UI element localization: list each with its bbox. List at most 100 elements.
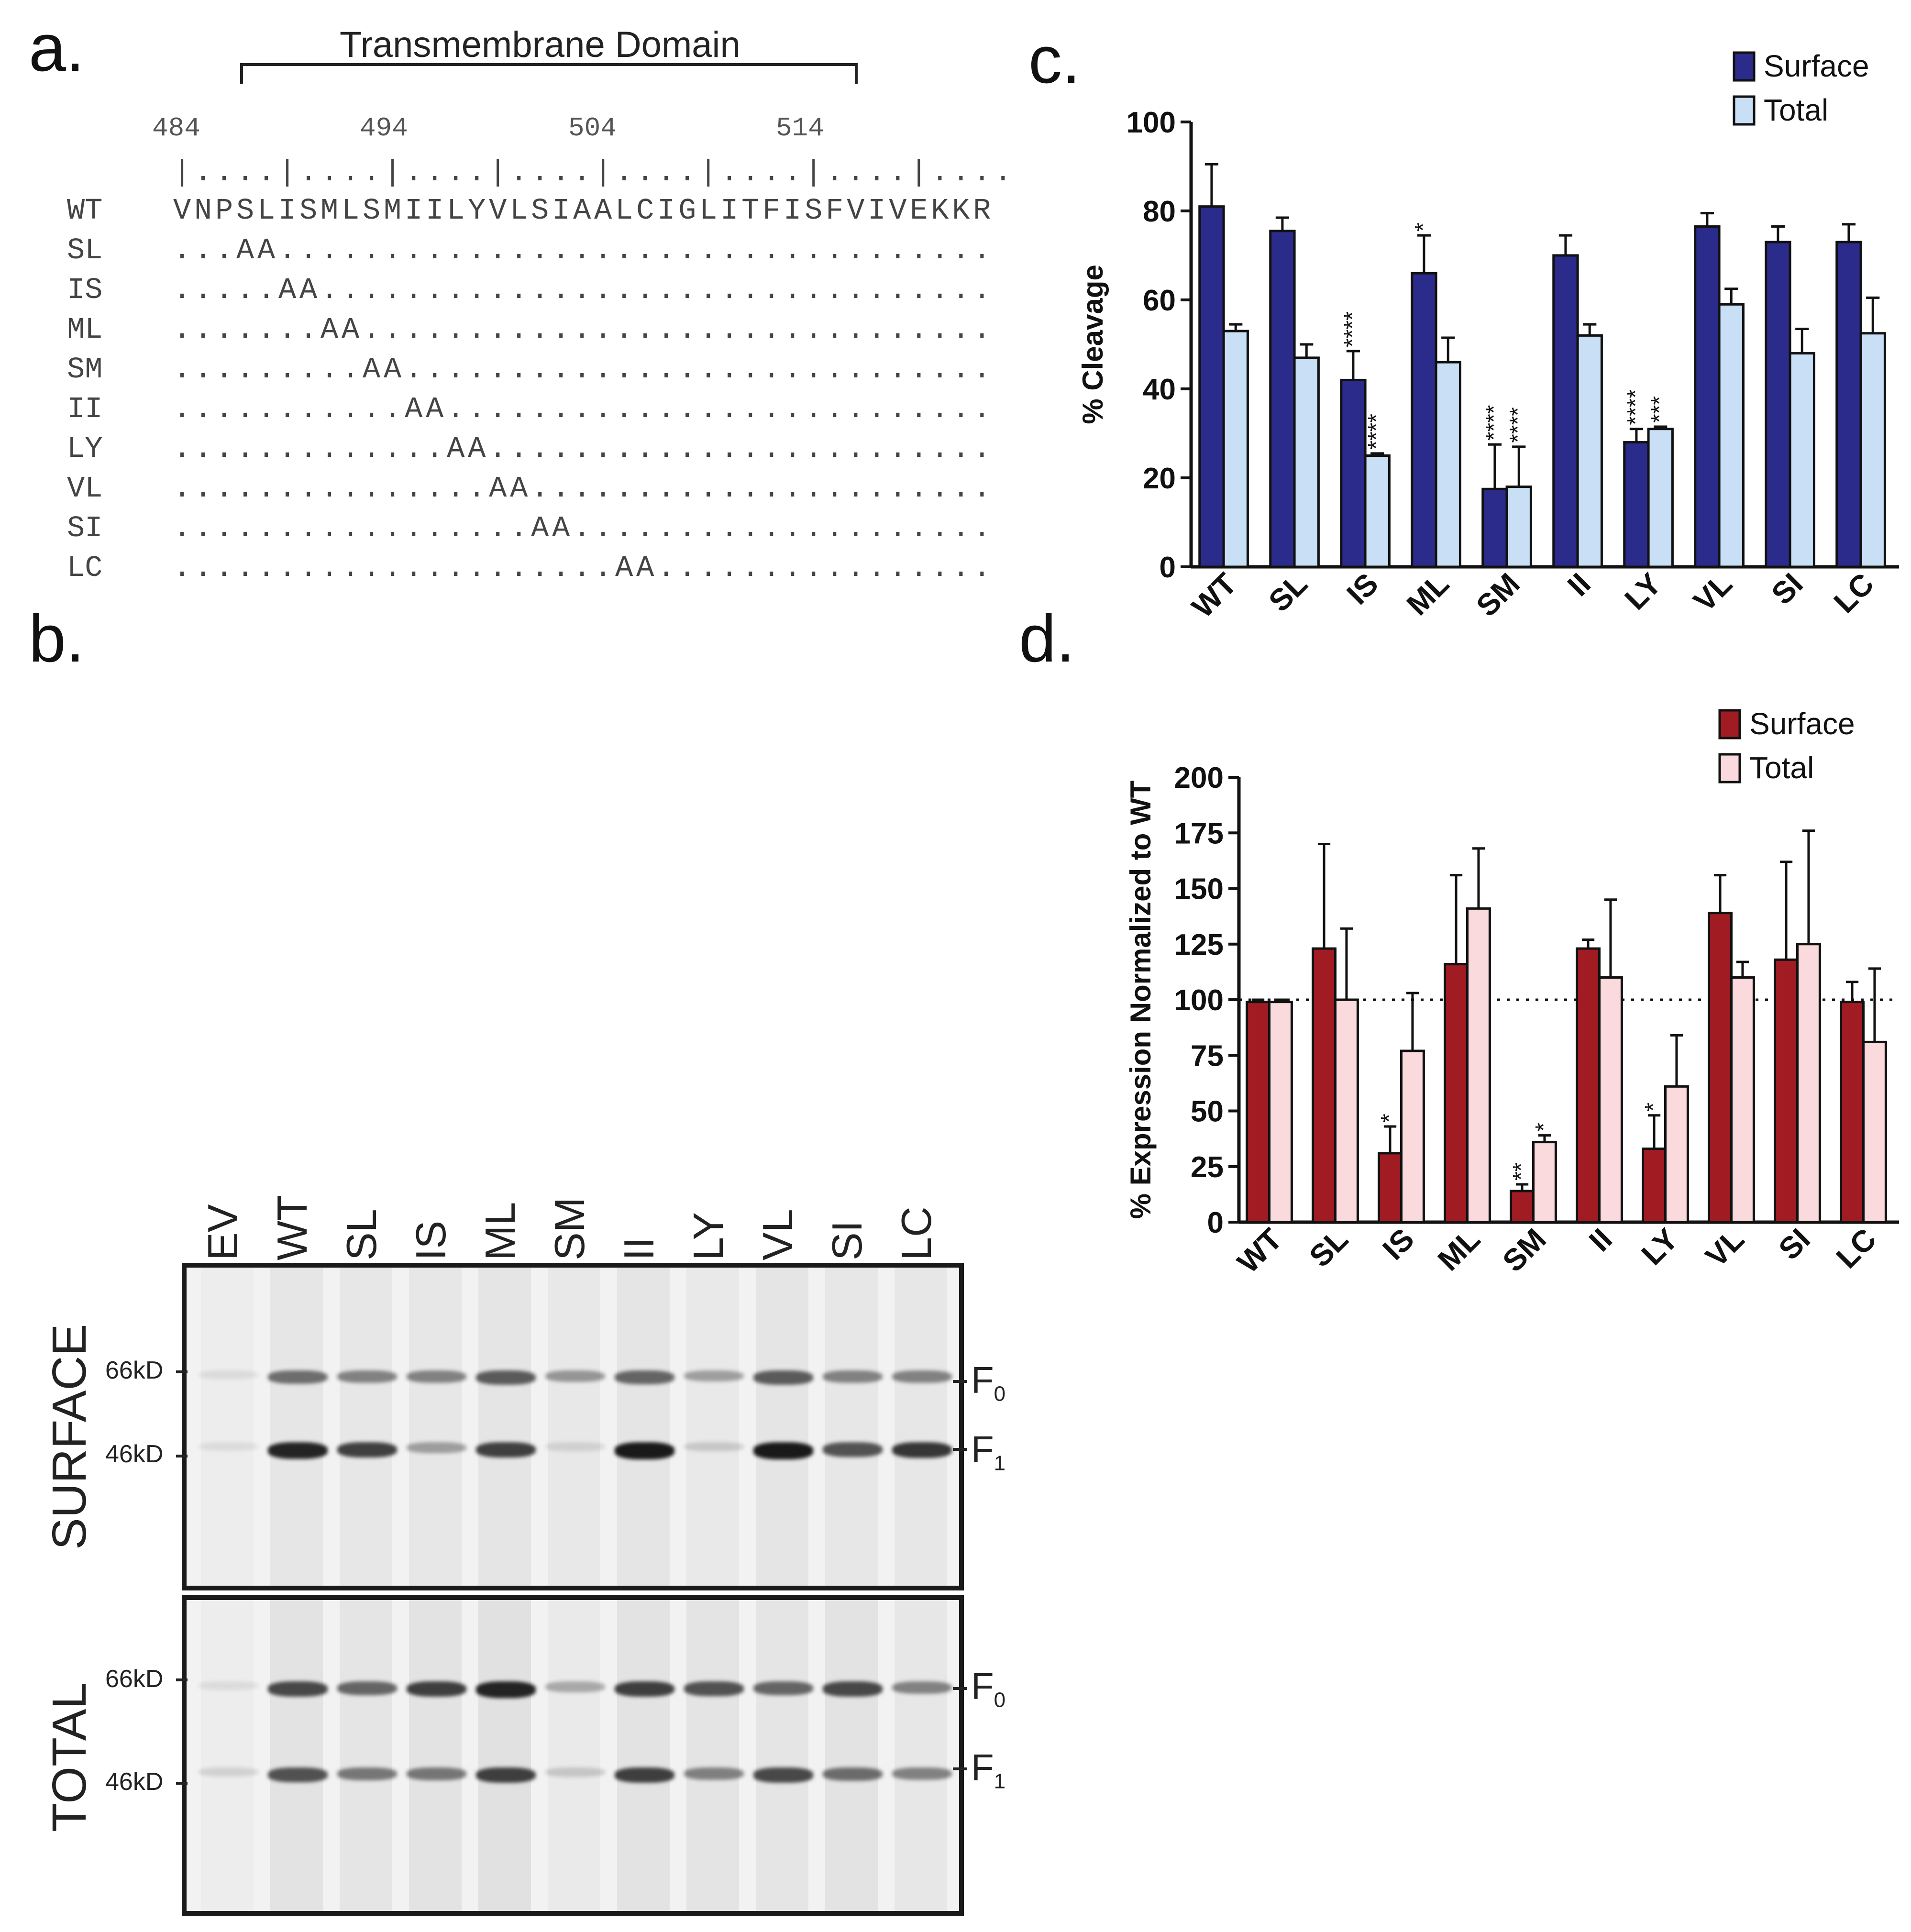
legend-label: Surface	[1749, 707, 1855, 741]
y-tick-label: 75	[1191, 1039, 1224, 1072]
x-tick-label: WT	[1185, 566, 1243, 624]
legend-swatch	[1718, 753, 1741, 784]
alignment-row-sequence: .....AA................................	[173, 273, 994, 307]
sequence-alignment-panel: Transmembrane Domain 484 494 504 514 |..…	[0, 0, 1012, 593]
panel-label-d: d.	[1019, 601, 1075, 676]
bar-total-ii	[1598, 976, 1623, 1224]
total-f0-label: F0	[971, 1665, 1006, 1712]
y-tick-label: 0	[1207, 1206, 1224, 1239]
ruler-484: 484	[152, 113, 200, 144]
y-tick-label: 125	[1174, 928, 1224, 961]
total-f1-label: F1	[971, 1746, 1006, 1793]
bar-surface-lc	[1840, 1001, 1865, 1224]
bar-total-lc	[1859, 332, 1886, 568]
bar-surface-ly	[1642, 1148, 1667, 1224]
expression-chart: 0 25 50 75 100 125 150 175 200 % Expression Norma…	[1125, 707, 1899, 1280]
x-tick-label: LY	[1618, 566, 1668, 617]
x-tick-label: LC	[1830, 1222, 1883, 1275]
bar-surface-ml	[1411, 272, 1437, 568]
y-tick-label: 150	[1174, 873, 1224, 906]
bar-total-ly	[1664, 1085, 1689, 1224]
x-tick-label: SL	[1303, 1222, 1355, 1274]
bar-surface-si	[1774, 958, 1799, 1224]
alignment-row-name: SI	[67, 511, 103, 545]
alignment-row-sequence: .......AA..............................	[173, 313, 994, 347]
x-tick-label: SL	[1262, 566, 1314, 618]
x-tick-label: IS	[1340, 566, 1385, 611]
significance-annotation: *	[1531, 1123, 1557, 1132]
alignment-row-sequence: .............AA........................	[173, 432, 994, 466]
legend-swatch	[1733, 95, 1756, 126]
bar-surface-si	[1765, 241, 1791, 568]
surface-f1-label: F1	[971, 1428, 1006, 1475]
bar-surface-ii	[1576, 947, 1601, 1224]
alignment-row-name: LY	[67, 432, 103, 466]
significance-annotation: ****	[1364, 414, 1389, 450]
bar-surface-sm	[1481, 487, 1508, 568]
bar-surface-is	[1340, 378, 1367, 568]
bar-surface-sl	[1312, 947, 1337, 1224]
bar-total-vl	[1718, 303, 1745, 568]
x-tick-label: ML	[1431, 1222, 1487, 1277]
bar-total-ly	[1647, 428, 1674, 568]
bar-total-ml	[1435, 361, 1461, 568]
alignment-row-name: II	[67, 392, 103, 426]
bar-total-si	[1796, 943, 1821, 1224]
alignment-row-sequence: .....................AA................	[173, 551, 994, 585]
alignment-row-sequence: .................AA....................	[173, 511, 994, 545]
bar-total-wt	[1222, 330, 1249, 568]
bar-surface-vl	[1694, 225, 1721, 568]
y-tick-label: 50	[1191, 1095, 1224, 1128]
bar-surface-sl	[1269, 230, 1296, 568]
y-tick-label: 100	[1127, 106, 1176, 139]
bar-surface-ml	[1444, 963, 1469, 1224]
x-tick-label: VL	[1699, 1222, 1751, 1274]
x-tick-label: LY	[1635, 1222, 1685, 1272]
bar-total-is	[1364, 454, 1391, 568]
x-tick-label: IS	[1376, 1222, 1421, 1267]
y-tick-label: 100	[1174, 984, 1224, 1017]
alignment-row-name: IS	[67, 273, 103, 307]
ruler-514: 514	[776, 113, 824, 144]
bar-surface-vl	[1708, 912, 1733, 1224]
y-tick-label: 175	[1174, 817, 1224, 850]
ruler-504: 504	[568, 113, 617, 144]
bar-total-sm	[1505, 486, 1532, 568]
alignment-row-name: VL	[67, 472, 103, 506]
bar-surface-ly	[1623, 441, 1650, 568]
bar-total-sl	[1293, 356, 1320, 568]
alignment-row-sequence: VNPSLISMLSMIILYVLSIAALCIGLITFISFVIVEKKR	[173, 194, 994, 228]
alignment-row-name: SM	[67, 353, 103, 386]
bar-total-lc	[1862, 1040, 1887, 1224]
significance-annotation: ****	[1340, 311, 1365, 347]
significance-annotation: *	[1377, 1114, 1402, 1123]
significance-annotation: ****	[1505, 407, 1531, 443]
legend-label: Total	[1764, 93, 1828, 127]
bar-surface-wt	[1198, 205, 1225, 568]
x-tick-label: ML	[1400, 566, 1456, 622]
ruler-494: 494	[360, 113, 408, 144]
surface-f0-label: F0	[971, 1359, 1006, 1406]
bar-total-ml	[1466, 907, 1491, 1224]
significance-annotation: ***	[1647, 396, 1672, 423]
y-axis-title: % Expression Normalized to WT	[1125, 781, 1157, 1219]
panel-label-b: b.	[29, 601, 85, 676]
x-tick-label: II	[1561, 566, 1597, 603]
bar-surface-wt	[1246, 1001, 1270, 1224]
legend-swatch	[1733, 51, 1756, 82]
y-tick-label: 25	[1191, 1151, 1224, 1184]
bar-surface-lc	[1835, 241, 1862, 568]
bar-total-sl	[1334, 998, 1359, 1224]
significance-annotation: ****	[1623, 389, 1648, 425]
ruler-ticks: |....|....|....|....|....|....|....|....	[173, 155, 1016, 189]
panel-label-c: c.	[1028, 22, 1081, 97]
y-tick-label: 40	[1143, 373, 1176, 406]
significance-annotation: **	[1509, 1163, 1534, 1181]
alignment-row-sequence: .........AA............................	[173, 353, 994, 386]
panel-label-a: a.	[29, 10, 85, 85]
bar-surface-sm	[1510, 1190, 1535, 1224]
y-tick-label: 20	[1143, 462, 1176, 495]
bar-total-ii	[1576, 334, 1603, 568]
marker-ticks	[176, 1370, 967, 1785]
